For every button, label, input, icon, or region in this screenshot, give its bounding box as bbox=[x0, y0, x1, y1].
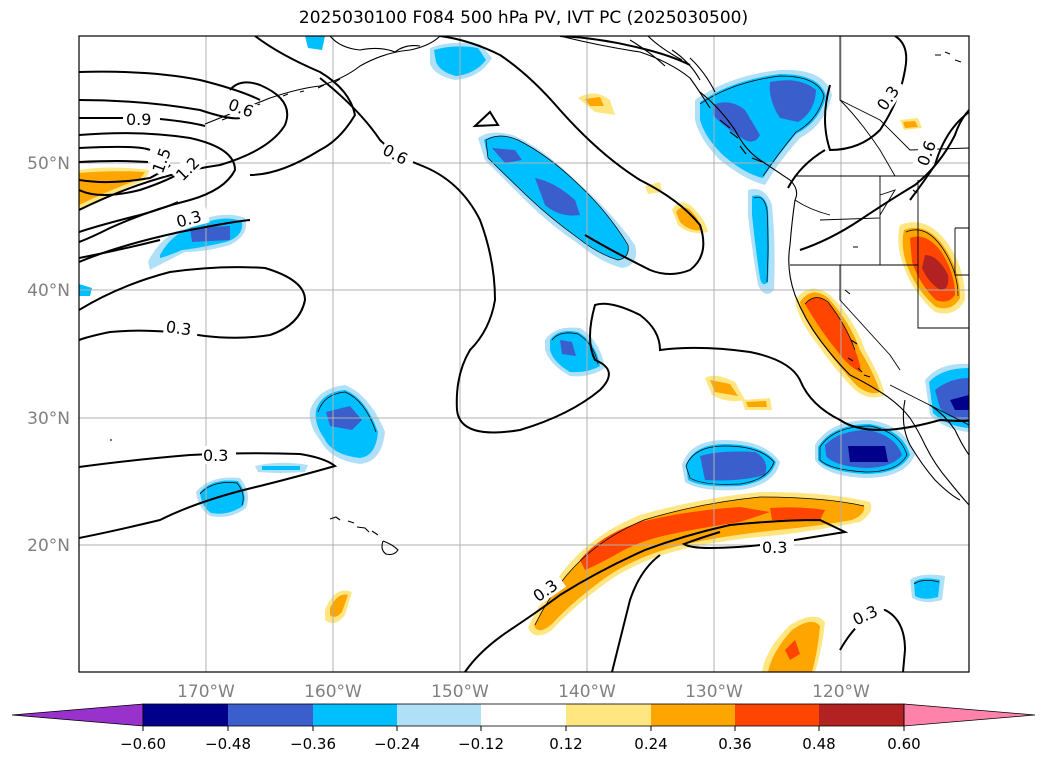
contour-label: 0.3 bbox=[762, 538, 787, 557]
plot-area: 0.9 0.6 0.6 1.5 1.2 0.3 0.3 0.3 0.3 0.3 … bbox=[79, 36, 969, 672]
colorbar-bin bbox=[566, 704, 651, 726]
colorbar-tick-label: −0.60 bbox=[120, 735, 166, 753]
colorbar-under-extend bbox=[11, 703, 144, 727]
colorbar-bin bbox=[143, 704, 228, 726]
colorbar-tick-label: 0.48 bbox=[802, 735, 835, 753]
lon-tick-label: 160°W bbox=[304, 682, 362, 702]
colorbar-tick-label: 0.24 bbox=[634, 735, 667, 753]
colorbar-bin bbox=[735, 704, 819, 726]
lon-tick-label: 170°W bbox=[177, 682, 235, 702]
lat-tick-label: 50°N bbox=[27, 154, 70, 174]
shading-positive bbox=[79, 93, 965, 672]
lon-tick-label: 140°W bbox=[558, 682, 616, 702]
colorbar-tick-label: 0.36 bbox=[718, 735, 751, 753]
colorbar-bin bbox=[819, 704, 904, 726]
contour-label: 0.3 bbox=[203, 446, 228, 465]
lat-tick-label: 30°N bbox=[27, 409, 70, 429]
map-title: 2025030100 F084 500 hPa PV, IVT PC (2025… bbox=[298, 8, 749, 28]
lon-tick-label: 120°W bbox=[812, 682, 870, 702]
colorbar-tick-label: −0.12 bbox=[458, 735, 504, 753]
colorbar-bin bbox=[481, 704, 566, 726]
colorbar-tick-label: −0.48 bbox=[205, 735, 251, 753]
axis-labels: 170°W 160°W 150°W 140°W 130°W 120°W 20°N… bbox=[27, 154, 870, 702]
lon-tick-label: 130°W bbox=[685, 682, 743, 702]
pv-contours bbox=[79, 36, 969, 672]
colorbar-tick-label: 0.60 bbox=[887, 735, 920, 753]
lon-tick-label: 150°W bbox=[431, 682, 489, 702]
colorbar-over-extend bbox=[903, 703, 1036, 727]
colorbar-tick-label: 0.12 bbox=[549, 735, 582, 753]
pv-contour-labels: 0.9 0.6 0.6 1.5 1.2 0.3 0.3 0.3 0.3 0.3 … bbox=[124, 76, 942, 629]
colorbar-bin bbox=[313, 704, 397, 726]
shading-negative bbox=[79, 36, 969, 603]
colorbar-tick-label: −0.24 bbox=[374, 735, 420, 753]
contour-label: 0.9 bbox=[126, 110, 151, 129]
colorbar: −0.60 −0.48 −0.36 −0.24 −0.12 0.12 0.24 … bbox=[11, 703, 1036, 753]
colorbar-bin bbox=[228, 704, 313, 726]
lat-tick-label: 20°N bbox=[27, 536, 70, 556]
colorbar-bin bbox=[397, 704, 481, 726]
lat-tick-label: 40°N bbox=[27, 281, 70, 301]
map-frame bbox=[78, 35, 970, 673]
colorbar-bin bbox=[651, 704, 735, 726]
colorbar-tick-label: −0.36 bbox=[290, 735, 336, 753]
contour-label: 0.3 bbox=[165, 317, 193, 339]
borders bbox=[790, 36, 969, 426]
